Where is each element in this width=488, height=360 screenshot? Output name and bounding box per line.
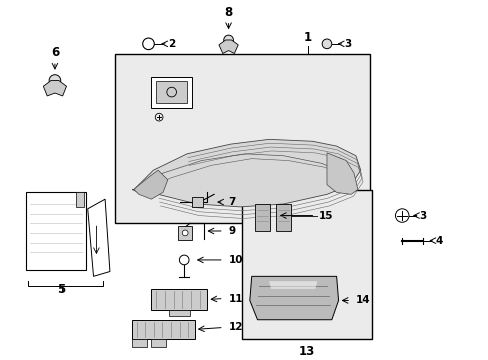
Bar	[275, 204, 291, 231]
Polygon shape	[326, 153, 357, 194]
Bar	[254, 204, 269, 231]
Bar	[168, 310, 190, 316]
Polygon shape	[43, 81, 66, 96]
Text: 11: 11	[228, 293, 243, 303]
Circle shape	[322, 39, 331, 49]
Bar	[132, 339, 146, 347]
Text: 3: 3	[419, 211, 426, 221]
Circle shape	[49, 75, 61, 86]
Text: 14: 14	[355, 296, 370, 305]
Bar	[178, 226, 191, 240]
Circle shape	[224, 35, 233, 45]
Text: 6: 6	[51, 46, 59, 59]
Bar	[132, 320, 194, 339]
Circle shape	[182, 230, 188, 236]
Text: 15: 15	[319, 211, 333, 221]
Bar	[76, 192, 84, 207]
Bar	[242, 189, 371, 339]
Text: 8: 8	[224, 6, 232, 19]
Bar	[151, 289, 207, 310]
Bar	[151, 77, 191, 108]
Text: 5: 5	[58, 283, 66, 296]
Text: 13: 13	[299, 345, 315, 358]
Polygon shape	[134, 170, 167, 199]
Bar	[115, 54, 369, 223]
Polygon shape	[132, 139, 360, 207]
Polygon shape	[268, 281, 317, 289]
Text: 3: 3	[344, 39, 351, 49]
Text: 12: 12	[228, 323, 243, 333]
Bar	[151, 339, 165, 347]
Polygon shape	[249, 276, 338, 320]
Polygon shape	[219, 40, 238, 54]
Bar	[26, 192, 85, 270]
Bar	[156, 81, 187, 103]
Text: 10: 10	[228, 255, 243, 265]
Text: 7: 7	[228, 197, 236, 207]
Text: 2: 2	[167, 39, 175, 49]
Text: 9: 9	[228, 226, 235, 236]
Text: 4: 4	[434, 236, 442, 246]
Polygon shape	[87, 199, 110, 276]
Bar	[191, 197, 203, 207]
Text: 1: 1	[303, 31, 311, 44]
